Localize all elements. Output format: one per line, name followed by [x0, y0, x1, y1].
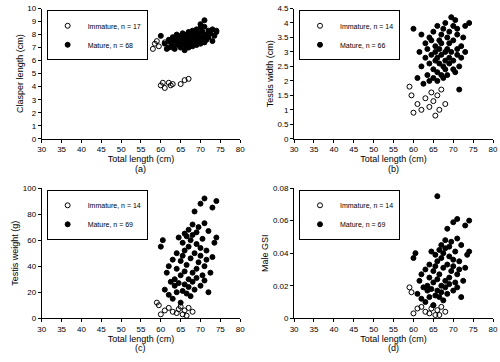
- svg-text:45: 45: [97, 325, 106, 334]
- svg-text:0: 0: [32, 135, 37, 144]
- svg-text:70: 70: [196, 145, 205, 154]
- svg-text:30: 30: [37, 325, 46, 334]
- svg-text:55: 55: [389, 325, 398, 334]
- svg-text:70: 70: [449, 325, 458, 334]
- svg-text:Immature, n = 14: Immature, n = 14: [340, 23, 393, 30]
- svg-text:30: 30: [290, 145, 299, 154]
- svg-text:45: 45: [349, 145, 358, 154]
- svg-text:Total length (cm): Total length (cm): [360, 154, 427, 164]
- svg-text:65: 65: [429, 325, 438, 334]
- svg-text:Male GSI: Male GSI: [260, 234, 270, 272]
- svg-text:80: 80: [236, 145, 245, 154]
- svg-text:40: 40: [27, 262, 36, 271]
- svg-text:75: 75: [216, 325, 225, 334]
- svg-text:65: 65: [176, 145, 185, 154]
- svg-text:45: 45: [97, 145, 106, 154]
- svg-text:1.5: 1.5: [277, 91, 289, 100]
- svg-text:0.04: 0.04: [273, 249, 289, 258]
- svg-text:7: 7: [32, 43, 37, 52]
- svg-text:50: 50: [117, 145, 126, 154]
- svg-text:55: 55: [137, 145, 146, 154]
- svg-text:40: 40: [77, 145, 86, 154]
- svg-text:80: 80: [489, 325, 498, 334]
- svg-text:35: 35: [310, 145, 319, 154]
- svg-text:75: 75: [216, 145, 225, 154]
- svg-text:(b): (b): [388, 164, 399, 174]
- svg-text:50: 50: [369, 325, 378, 334]
- svg-text:Testis weight (g): Testis weight (g): [10, 221, 20, 286]
- svg-text:35: 35: [310, 325, 319, 334]
- svg-text:65: 65: [176, 325, 185, 334]
- svg-text:0: 0: [284, 314, 289, 323]
- svg-text:70: 70: [196, 325, 205, 334]
- svg-text:3: 3: [284, 48, 289, 57]
- svg-text:80: 80: [27, 210, 36, 219]
- svg-text:55: 55: [137, 325, 146, 334]
- svg-text:(a): (a): [135, 164, 146, 174]
- svg-text:Mature, n = 68: Mature, n = 68: [88, 42, 133, 49]
- svg-text:Immature, n = 14: Immature, n = 14: [88, 202, 141, 209]
- svg-text:75: 75: [469, 145, 478, 154]
- svg-text:Mature, n = 66: Mature, n = 66: [340, 42, 385, 49]
- svg-text:0.5: 0.5: [277, 120, 289, 129]
- svg-text:Mature, n = 69: Mature, n = 69: [88, 221, 133, 228]
- svg-text:35: 35: [57, 325, 66, 334]
- svg-text:Immature, n = 14: Immature, n = 14: [340, 202, 393, 209]
- svg-text:Total length (cm): Total length (cm): [108, 334, 175, 344]
- svg-text:Testis width (cm): Testis width (cm): [265, 40, 275, 107]
- svg-text:50: 50: [369, 145, 378, 154]
- svg-text:60: 60: [156, 325, 165, 334]
- svg-text:3: 3: [32, 95, 37, 104]
- svg-text:30: 30: [37, 145, 46, 154]
- svg-text:80: 80: [236, 325, 245, 334]
- svg-text:40: 40: [329, 145, 338, 154]
- svg-text:55: 55: [389, 145, 398, 154]
- svg-text:8: 8: [32, 30, 37, 39]
- svg-text:0.06: 0.06: [273, 216, 289, 225]
- svg-text:0: 0: [32, 314, 37, 323]
- svg-text:40: 40: [329, 325, 338, 334]
- svg-text:(d): (d): [388, 343, 399, 353]
- svg-text:Total length (cm): Total length (cm): [360, 334, 427, 344]
- svg-text:60: 60: [409, 145, 418, 154]
- svg-text:20: 20: [27, 288, 36, 297]
- svg-text:70: 70: [449, 145, 458, 154]
- svg-text:Immature, n = 17: Immature, n = 17: [88, 23, 141, 30]
- svg-text:4: 4: [284, 19, 289, 28]
- svg-text:6: 6: [32, 56, 37, 65]
- svg-text:(c): (c): [135, 343, 146, 353]
- svg-text:9: 9: [32, 17, 37, 26]
- svg-text:35: 35: [57, 145, 66, 154]
- svg-text:0.02: 0.02: [273, 282, 289, 291]
- svg-text:30: 30: [290, 325, 299, 334]
- svg-text:Clasper length (cm): Clasper length (cm): [15, 34, 25, 113]
- svg-text:60: 60: [156, 145, 165, 154]
- svg-text:Total length (cm): Total length (cm): [108, 154, 175, 164]
- svg-text:45: 45: [349, 325, 358, 334]
- svg-text:50: 50: [117, 325, 126, 334]
- svg-text:100: 100: [23, 184, 37, 193]
- svg-text:0: 0: [284, 135, 289, 144]
- svg-text:2: 2: [284, 77, 289, 86]
- svg-text:2.5: 2.5: [277, 62, 289, 71]
- svg-text:4: 4: [32, 82, 37, 91]
- svg-text:4.5: 4.5: [277, 4, 289, 13]
- svg-text:80: 80: [489, 145, 498, 154]
- svg-text:3.5: 3.5: [277, 33, 289, 42]
- svg-text:1: 1: [32, 122, 37, 131]
- svg-text:40: 40: [77, 325, 86, 334]
- svg-text:0.08: 0.08: [273, 184, 289, 193]
- svg-text:5: 5: [32, 69, 37, 78]
- svg-text:60: 60: [409, 325, 418, 334]
- svg-text:75: 75: [469, 325, 478, 334]
- svg-text:60: 60: [27, 236, 36, 245]
- svg-text:10: 10: [27, 4, 36, 13]
- svg-text:1: 1: [284, 106, 289, 115]
- svg-text:2: 2: [32, 109, 37, 118]
- svg-text:Mature, n = 69: Mature, n = 69: [340, 221, 385, 228]
- svg-text:65: 65: [429, 145, 438, 154]
